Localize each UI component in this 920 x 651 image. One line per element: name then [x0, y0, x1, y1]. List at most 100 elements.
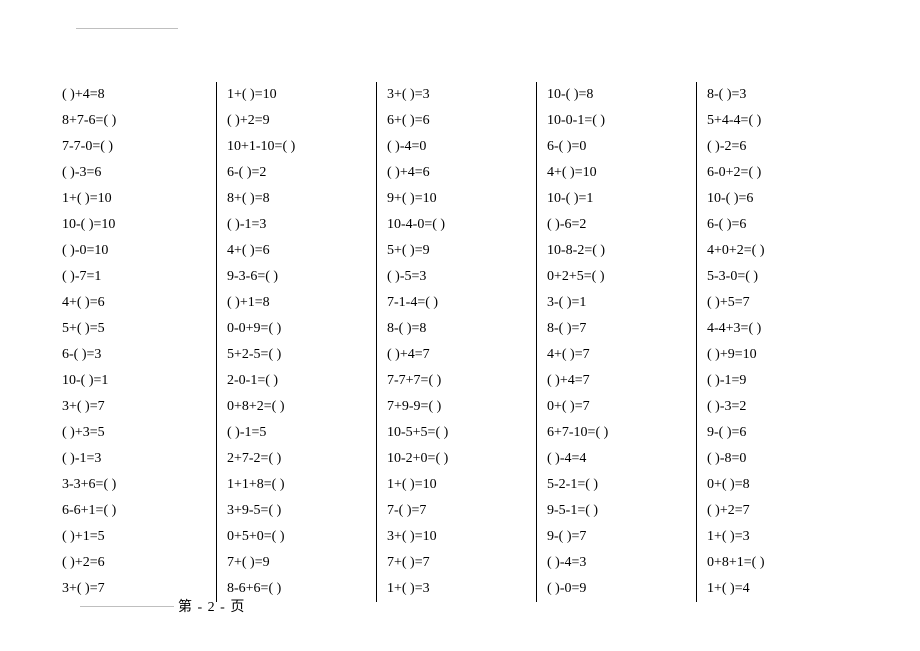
- equation-cell: 3+( )=7: [62, 394, 216, 420]
- equation-cell: ( )-4=0: [387, 134, 536, 160]
- equation-cell: ( )+1=8: [227, 290, 376, 316]
- equation-cell: ( )-7=1: [62, 264, 216, 290]
- equation-cell: ( )-6=2: [547, 212, 696, 238]
- equation-cell: 4+0+2=( ): [707, 238, 856, 264]
- equation-cell: 1+( )=4: [707, 576, 856, 602]
- column-1: ( )+4=88+7-6=( )7-7-0=( )( )-3=61+( )=10…: [56, 82, 216, 602]
- equation-cell: 1+( )=10: [227, 82, 376, 108]
- equation-cell: 1+( )=3: [387, 576, 536, 602]
- equation-cell: 10-5+5=( ): [387, 420, 536, 446]
- equation-cell: ( )+4=7: [547, 368, 696, 394]
- equation-cell: 8-( )=8: [387, 316, 536, 342]
- equation-cell: ( )+2=9: [227, 108, 376, 134]
- equation-cell: 8-( )=7: [547, 316, 696, 342]
- equation-cell: ( )+5=7: [707, 290, 856, 316]
- equation-cell: 9-3-6=( ): [227, 264, 376, 290]
- equation-cell: ( )+4=6: [387, 160, 536, 186]
- equation-cell: 3-( )=1: [547, 290, 696, 316]
- equation-cell: ( )+2=7: [707, 498, 856, 524]
- equation-cell: 7-( )=7: [387, 498, 536, 524]
- equation-cell: 0+( )=7: [547, 394, 696, 420]
- equation-cell: 0+( )=8: [707, 472, 856, 498]
- equation-cell: ( )-1=9: [707, 368, 856, 394]
- equation-cell: 3+( )=3: [387, 82, 536, 108]
- equation-cell: 8-6+6=( ): [227, 576, 376, 602]
- equation-cell: ( )-8=0: [707, 446, 856, 472]
- equation-cell: 6+7-10=( ): [547, 420, 696, 446]
- equation-cell: 7-7+7=( ): [387, 368, 536, 394]
- top-rule: [76, 28, 178, 29]
- equation-cell: 6-( )=3: [62, 342, 216, 368]
- equation-cell: 5+( )=5: [62, 316, 216, 342]
- equation-cell: 9-( )=7: [547, 524, 696, 550]
- equation-cell: ( )+3=5: [62, 420, 216, 446]
- equation-cell: ( )-3=2: [707, 394, 856, 420]
- equation-cell: 9-5-1=( ): [547, 498, 696, 524]
- column-3: 3+( )=36+( )=6( )-4=0( )+4=69+( )=1010-4…: [376, 82, 536, 602]
- equation-cell: 1+1+8=( ): [227, 472, 376, 498]
- equation-cell: 10-( )=6: [707, 186, 856, 212]
- equation-cell: ( )-4=4: [547, 446, 696, 472]
- equation-cell: ( )-5=3: [387, 264, 536, 290]
- equation-cell: 7-7-0=( ): [62, 134, 216, 160]
- equation-cell: 4+( )=6: [62, 290, 216, 316]
- column-4: 10-( )=810-0-1=( )6-( )=04+( )=1010-( )=…: [536, 82, 696, 602]
- equation-cell: ( )-3=6: [62, 160, 216, 186]
- equation-cell: ( )+2=6: [62, 550, 216, 576]
- equation-cell: ( )+4=8: [62, 82, 216, 108]
- equation-cell: 10-0-1=( ): [547, 108, 696, 134]
- equation-cell: 8+7-6=( ): [62, 108, 216, 134]
- equation-cell: 5-3-0=( ): [707, 264, 856, 290]
- equation-cell: 10-8-2=( ): [547, 238, 696, 264]
- equation-cell: ( )-1=5: [227, 420, 376, 446]
- equation-cell: 6-( )=6: [707, 212, 856, 238]
- equation-cell: ( )-1=3: [227, 212, 376, 238]
- equation-cell: 3+9-5=( ): [227, 498, 376, 524]
- equation-cell: 0-0+9=( ): [227, 316, 376, 342]
- equation-cell: 6-( )=0: [547, 134, 696, 160]
- equation-cell: 9+( )=10: [387, 186, 536, 212]
- equation-cell: 8+( )=8: [227, 186, 376, 212]
- equation-cell: 10+1-10=( ): [227, 134, 376, 160]
- equation-cell: 6-0+2=( ): [707, 160, 856, 186]
- equation-cell: ( )-0=9: [547, 576, 696, 602]
- equation-cell: ( )-4=3: [547, 550, 696, 576]
- equation-cell: 4-4+3=( ): [707, 316, 856, 342]
- equation-cell: 9-( )=6: [707, 420, 856, 446]
- equation-cell: 10-2+0=( ): [387, 446, 536, 472]
- equation-cell: 1+( )=10: [62, 186, 216, 212]
- equation-cell: 4+( )=10: [547, 160, 696, 186]
- column-2: 1+( )=10( )+2=910+1-10=( )6-( )=28+( )=8…: [216, 82, 376, 602]
- equation-cell: 6-( )=2: [227, 160, 376, 186]
- equation-cell: 7+( )=7: [387, 550, 536, 576]
- equation-cell: ( )+9=10: [707, 342, 856, 368]
- equation-cell: 7+( )=9: [227, 550, 376, 576]
- equation-cell: 10-( )=10: [62, 212, 216, 238]
- equation-cell: 5-2-1=( ): [547, 472, 696, 498]
- equation-cell: ( )-1=3: [62, 446, 216, 472]
- equation-cell: 8-( )=3: [707, 82, 856, 108]
- equation-cell: ( )+1=5: [62, 524, 216, 550]
- equation-cell: 10-( )=8: [547, 82, 696, 108]
- equation-cell: ( )+4=7: [387, 342, 536, 368]
- equation-cell: 10-( )=1: [62, 368, 216, 394]
- equation-cell: 6-6+1=( ): [62, 498, 216, 524]
- footer: 第 - 2 - 页: [80, 596, 245, 616]
- footer-rule: [80, 606, 174, 607]
- equation-cell: 0+8+1=( ): [707, 550, 856, 576]
- equation-cell: 5+4-4=( ): [707, 108, 856, 134]
- equation-cell: 10-4-0=( ): [387, 212, 536, 238]
- equation-cell: ( )-2=6: [707, 134, 856, 160]
- equation-cell: 4+( )=7: [547, 342, 696, 368]
- equation-cell: 10-( )=1: [547, 186, 696, 212]
- equation-cell: 1+( )=10: [387, 472, 536, 498]
- equation-cell: 5+( )=9: [387, 238, 536, 264]
- equation-cell: 4+( )=6: [227, 238, 376, 264]
- equation-cell: 0+8+2=( ): [227, 394, 376, 420]
- equation-cell: 6+( )=6: [387, 108, 536, 134]
- equation-cell: 2-0-1=( ): [227, 368, 376, 394]
- equation-cell: 3-3+6=( ): [62, 472, 216, 498]
- equation-cell: 5+2-5=( ): [227, 342, 376, 368]
- equation-cell: 0+5+0=( ): [227, 524, 376, 550]
- equation-cell: 0+2+5=( ): [547, 264, 696, 290]
